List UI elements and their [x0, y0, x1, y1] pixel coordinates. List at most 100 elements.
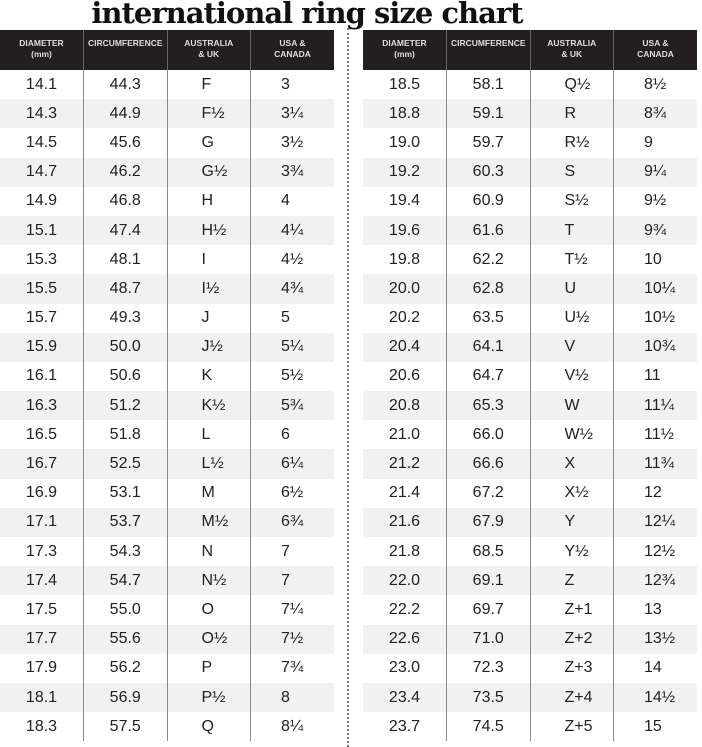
cell-usa-canada: 13	[613, 595, 697, 625]
cell-circumference: 44.3	[83, 70, 167, 100]
cell-usa-canada: 5¼	[250, 332, 334, 362]
cell-diameter: 17.4	[0, 566, 84, 596]
cell-circumference: 47.4	[83, 215, 167, 246]
cell-circumference: 57.5	[83, 712, 167, 742]
table-row: 20.4 64.1 V 10¾	[363, 332, 697, 362]
cell-usa-canada: 14½	[613, 682, 697, 713]
cell-diameter: 21.2	[363, 449, 447, 479]
table-row: 18.8 59.1 R 8¾	[363, 99, 697, 129]
cell-circumference: 62.2	[446, 245, 530, 275]
cell-usa-canada: 7¼	[250, 595, 334, 625]
cell-australia-uk: I½	[166, 274, 251, 304]
cell-diameter: 20.2	[388, 309, 421, 327]
table-row: 15.5 48.7 I½ 4¾	[0, 274, 334, 304]
cell-usa-canada: 11¾	[613, 449, 697, 479]
table-row: 17.3 54.3 N 7	[0, 537, 334, 567]
cell-usa-canada: 8¼	[250, 712, 334, 742]
cell-diameter: 16.3	[0, 391, 84, 421]
cell-diameter: 17.1	[0, 507, 84, 537]
cell-usa-canada: 5½	[250, 361, 334, 392]
cell-australia-uk: Y½	[529, 537, 614, 567]
cell-diameter: 17.9	[25, 659, 58, 677]
cell-usa-canada: 8	[250, 682, 334, 713]
cell-circumference: 66.0	[446, 420, 530, 450]
cell-usa-canada: 3¾	[250, 157, 334, 187]
cell-australia-uk: Z+1	[529, 595, 614, 625]
cell-usa-canada: 6	[250, 420, 334, 450]
table-row: 23.0 72.3 Z+3 14	[363, 653, 697, 683]
cell-circumference: 72.3	[446, 653, 530, 683]
table-row: 15.1 47.4 H½ 4¼	[0, 215, 334, 246]
cell-circumference: 51.8	[83, 420, 167, 450]
cell-circumference: 53.1	[83, 478, 167, 508]
cell-circumference: 51.2	[83, 391, 167, 421]
table-row: 17.9 56.2 P 7¾	[0, 653, 334, 683]
cell-australia-uk: O½	[166, 624, 251, 654]
cell-usa-canada: 7	[250, 537, 334, 567]
table-row: 21.0 66.0 W½ 11½	[363, 420, 697, 450]
table-row: 19.4 60.9 S½ 9½	[363, 186, 697, 216]
cell-usa-canada: 11½	[613, 420, 697, 450]
ring-size-table-left: DIAMETER (mm) CIRCUMFERENCE AUSTRALIA & UK…	[0, 30, 334, 742]
table-row: 21.6 67.9 Y 12¼	[363, 507, 697, 537]
cell-diameter: 19.4	[388, 192, 421, 210]
cell-usa-canada: 12	[613, 478, 697, 508]
cell-circumference: 61.6	[446, 215, 530, 246]
cell-diameter: 22.6	[363, 624, 447, 654]
cell-usa-canada: 9¼	[613, 157, 697, 187]
cell-australia-uk: Z+3	[529, 653, 614, 683]
cell-circumference: 58.1	[446, 70, 530, 100]
cell-diameter: 20.4	[363, 332, 447, 362]
cell-diameter: 15.3	[25, 250, 58, 268]
cell-circumference: 65.3	[446, 391, 530, 421]
table-row: 22.2 69.7 Z+1 13	[363, 595, 697, 625]
table-row: 22.6 71.0 Z+2 13½	[363, 624, 697, 654]
table-row: 21.2 66.6 X 11¾	[363, 449, 697, 479]
cell-usa-canada: 6¼	[250, 449, 334, 479]
cell-circumference: 53.7	[83, 507, 167, 537]
table-row: 18.1 56.9 P½ 8	[0, 682, 334, 713]
table-row: 14.5 45.6 G 3½	[0, 128, 334, 158]
cell-australia-uk: P	[166, 653, 251, 683]
cell-diameter: 18.3	[25, 717, 58, 735]
table-row: 16.7 52.5 L½ 6¼	[0, 449, 334, 479]
cell-usa-canada: 3½	[250, 128, 334, 158]
cell-diameter: 20.6	[388, 367, 421, 385]
cell-diameter: 21.4	[388, 484, 421, 502]
cell-circumference: 46.2	[83, 157, 167, 187]
cell-usa-canada: 7¾	[250, 653, 334, 683]
table-row: 21.8 68.5 Y½ 12½	[363, 537, 697, 567]
cell-australia-uk: W½	[529, 420, 614, 450]
cell-usa-canada: 5¾	[250, 391, 334, 421]
cell-diameter: 20.0	[363, 274, 447, 304]
table-row: 17.4 54.7 N½ 7	[0, 566, 334, 596]
header-australia-uk: AUSTRALIA & UK	[529, 30, 614, 70]
table-row: 16.1 50.6 K 5½	[0, 361, 334, 392]
cell-usa-canada: 7	[250, 566, 334, 596]
cell-diameter: 15.1	[0, 215, 84, 246]
cell-circumference: 44.9	[83, 99, 167, 129]
cell-circumference: 64.7	[446, 361, 530, 392]
table-row: 17.5 55.0 O 7¼	[0, 595, 334, 625]
table-row: 23.7 74.5 Z+5 15	[363, 712, 697, 742]
header-circumference: CIRCUMFERENCE	[83, 30, 167, 70]
cell-australia-uk: Z+5	[529, 712, 614, 742]
cell-diameter: 18.5	[388, 75, 421, 93]
cell-diameter: 23.7	[388, 717, 421, 735]
cell-usa-canada: 10¼	[613, 274, 697, 304]
cell-usa-canada: 4¼	[250, 215, 334, 246]
cell-diameter: 15.9	[0, 332, 84, 362]
cell-usa-canada: 3	[250, 70, 334, 100]
cell-australia-uk: T	[529, 215, 614, 246]
cell-usa-canada: 13½	[613, 624, 697, 654]
table-row: 20.6 64.7 V½ 11	[363, 361, 697, 392]
cell-usa-canada: 4	[250, 186, 334, 216]
cell-circumference: 48.1	[83, 245, 167, 275]
cell-circumference: 56.2	[83, 653, 167, 683]
cell-diameter: 22.2	[388, 600, 421, 618]
cell-australia-uk: T½	[529, 245, 614, 275]
cell-diameter: 16.9	[25, 484, 58, 502]
table-row: 16.5 51.8 L 6	[0, 420, 334, 450]
cell-australia-uk: Z+2	[529, 624, 614, 654]
cell-usa-canada: 4¾	[250, 274, 334, 304]
